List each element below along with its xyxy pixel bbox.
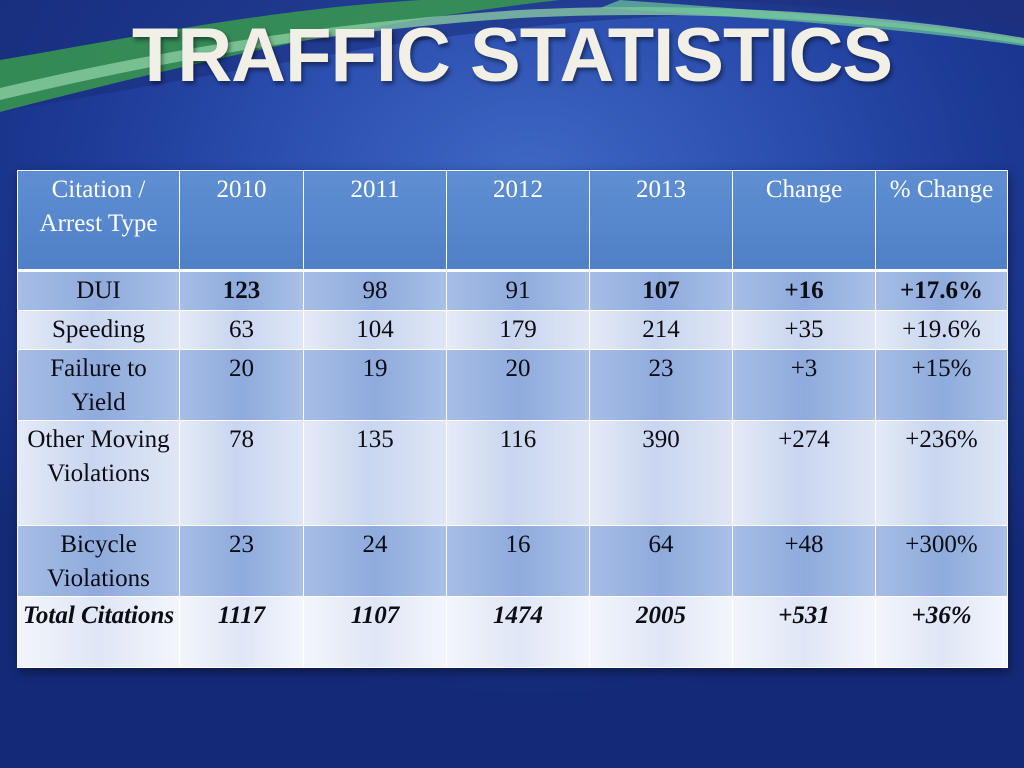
total-pct: +36% — [875, 596, 1008, 668]
cell-2013: 23 — [589, 349, 733, 421]
total-2011: 1107 — [303, 596, 447, 668]
header-2012: 2012 — [446, 170, 590, 272]
total-2012: 1474 — [446, 596, 590, 668]
cell-2010: 20 — [179, 349, 304, 421]
cell-pct: +15% — [875, 349, 1008, 421]
table-header-row: Citation / Arrest Type 2010 2011 2012 20… — [17, 170, 1008, 272]
header-pct-change: % Change — [875, 170, 1008, 272]
total-label: Total Citations — [17, 596, 180, 668]
decorative-swoosh — [0, 0, 1024, 112]
table-row: Bicycle Violations 23 24 16 64 +48 +300% — [17, 525, 1008, 597]
cell-pct: +19.6% — [875, 310, 1008, 350]
cell-2011: 19 — [303, 349, 447, 421]
cell-pct: +17.6% — [875, 270, 1008, 311]
row-type: Failure to Yield — [17, 349, 180, 421]
cell-pct: +236% — [875, 420, 1008, 526]
cell-2011: 135 — [303, 420, 447, 526]
cell-change: +274 — [732, 420, 876, 526]
traffic-statistics-table: Citation / Arrest Type 2010 2011 2012 20… — [17, 170, 1008, 668]
row-type: DUI — [17, 270, 180, 311]
header-2013: 2013 — [589, 170, 733, 272]
cell-2013: 390 — [589, 420, 733, 526]
cell-2010: 123 — [179, 270, 304, 311]
row-type: Other Moving Violations — [17, 420, 180, 526]
header-2011: 2011 — [303, 170, 447, 272]
table-row: Failure to Yield 20 19 20 23 +3 +15% — [17, 349, 1008, 421]
cell-2012: 179 — [446, 310, 590, 350]
cell-2010: 63 — [179, 310, 304, 350]
table-total-row: Total Citations 1117 1107 1474 2005 +531… — [17, 596, 1008, 668]
header-type: Citation / Arrest Type — [17, 170, 180, 272]
header-change: Change — [732, 170, 876, 272]
table-row: Other Moving Violations 78 135 116 390 +… — [17, 420, 1008, 526]
cell-2011: 104 — [303, 310, 447, 350]
cell-2010: 23 — [179, 525, 304, 597]
row-type: Bicycle Violations — [17, 525, 180, 597]
total-2013: 2005 — [589, 596, 733, 668]
cell-pct: +300% — [875, 525, 1008, 597]
total-2010: 1117 — [179, 596, 304, 668]
cell-2012: 16 — [446, 525, 590, 597]
cell-2010: 78 — [179, 420, 304, 526]
row-type: Speeding — [17, 310, 180, 350]
header-2010: 2010 — [179, 170, 304, 272]
cell-2013: 64 — [589, 525, 733, 597]
cell-2012: 91 — [446, 270, 590, 311]
table-row: Speeding 63 104 179 214 +35 +19.6% — [17, 310, 1008, 350]
cell-2012: 20 — [446, 349, 590, 421]
cell-change: +16 — [732, 270, 876, 311]
slide-title: TRAFFIC STATISTICS — [131, 13, 893, 98]
cell-2013: 107 — [589, 270, 733, 311]
cell-2011: 98 — [303, 270, 447, 311]
cell-change: +35 — [732, 310, 876, 350]
table-row: DUI 123 98 91 107 +16 +17.6% — [17, 270, 1008, 311]
cell-change: +3 — [732, 349, 876, 421]
cell-2011: 24 — [303, 525, 447, 597]
cell-change: +48 — [732, 525, 876, 597]
cell-2012: 116 — [446, 420, 590, 526]
total-change: +531 — [732, 596, 876, 668]
cell-2013: 214 — [589, 310, 733, 350]
